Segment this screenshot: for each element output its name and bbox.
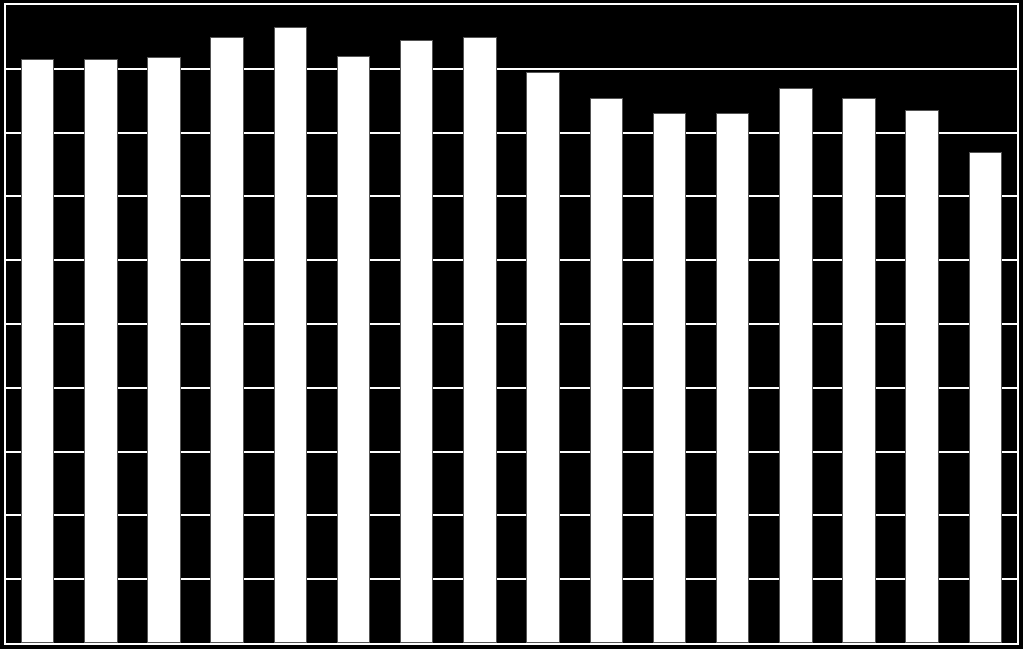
bar bbox=[463, 37, 496, 643]
bar bbox=[905, 110, 938, 643]
bar bbox=[716, 113, 749, 643]
bar bbox=[147, 57, 180, 643]
bar bbox=[337, 56, 370, 643]
plot-area bbox=[4, 3, 1019, 645]
bar-chart bbox=[0, 0, 1023, 649]
bar bbox=[842, 98, 875, 643]
bars-layer bbox=[6, 5, 1017, 643]
bar bbox=[210, 37, 243, 643]
bar bbox=[400, 40, 433, 643]
bar bbox=[969, 152, 1002, 643]
bar bbox=[653, 113, 686, 643]
bar bbox=[21, 59, 54, 643]
bar bbox=[526, 72, 559, 643]
bar bbox=[274, 27, 307, 643]
bar bbox=[84, 59, 117, 643]
bar bbox=[779, 88, 812, 643]
bar bbox=[590, 98, 623, 643]
